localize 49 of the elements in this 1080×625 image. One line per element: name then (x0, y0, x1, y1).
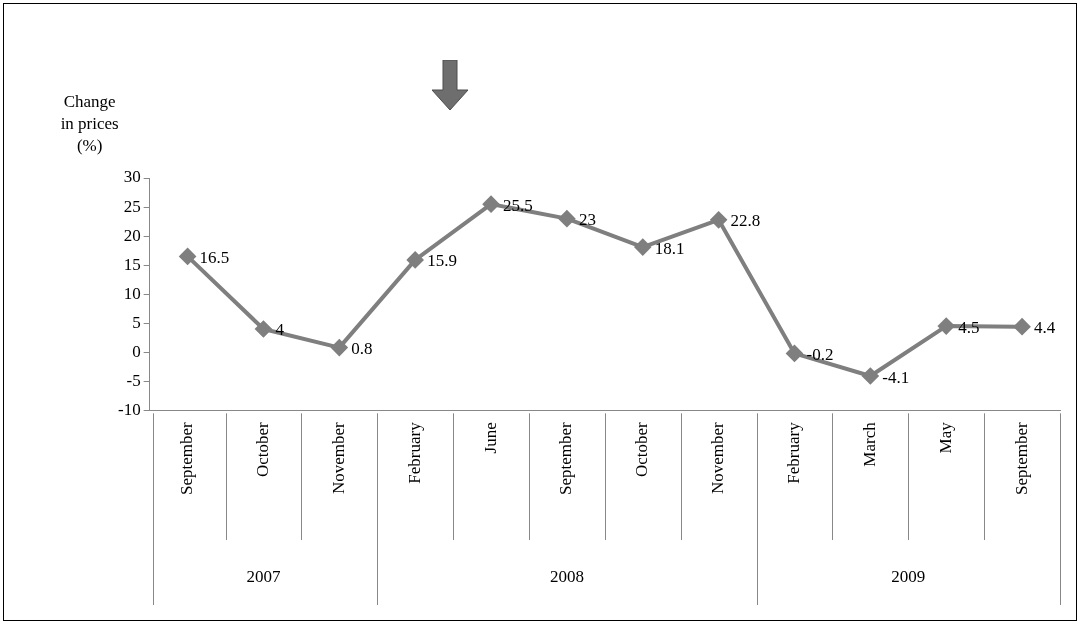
y-tick-label: 15 (123, 254, 141, 274)
data-label: 23 (578, 210, 596, 230)
y-tick-label: 10 (123, 283, 141, 303)
data-label: -4.1 (882, 367, 910, 387)
y-tick-label: 0 (132, 341, 141, 361)
data-label: 4.4 (1034, 318, 1056, 338)
y-tick-label: 25 (123, 196, 141, 216)
x-tick-label: June (480, 422, 500, 454)
point (483, 196, 500, 213)
text: 2008 (549, 567, 584, 587)
x-tick-label: October (632, 421, 652, 478)
point (710, 211, 727, 228)
x-tick-label: February (783, 421, 803, 484)
point (1014, 318, 1031, 335)
point (558, 210, 575, 227)
data-label: 25.5 (503, 195, 533, 215)
point (938, 318, 955, 335)
data-label: 4 (275, 320, 285, 340)
text: 2007 (246, 567, 281, 587)
y-tick-label: 30 (123, 167, 141, 187)
x-tick-label: March (859, 421, 879, 467)
x-tick-label: September (177, 421, 197, 495)
point (407, 251, 424, 268)
x-tick-label: November (708, 421, 728, 495)
data-label: 16.5 (199, 247, 230, 267)
x-tick-label: October (252, 421, 272, 478)
y-tick-label: -10 (117, 399, 141, 419)
data-label: 15.9 (427, 251, 457, 271)
data-label: -0.2 (806, 344, 834, 364)
x-tick-label: September (556, 421, 576, 495)
point (331, 339, 348, 356)
x-tick-label: February (404, 421, 424, 484)
y-tick-label: 20 (123, 225, 141, 245)
data-label: 4.5 (958, 317, 980, 337)
y-tick-label: -5 (126, 370, 141, 390)
y-tick-label: 5 (132, 312, 141, 332)
x-tick-label: May (935, 421, 955, 454)
point (179, 248, 196, 265)
point (255, 321, 272, 337)
x-tick-label: September (1011, 421, 1031, 495)
data-label: 18.1 (654, 238, 685, 258)
data-label: 22.8 (730, 211, 761, 231)
x-tick-label: November (328, 421, 348, 495)
point (786, 345, 803, 362)
point (634, 239, 651, 256)
y-axis-title: Change in prices (%) (60, 91, 119, 155)
data-label: 0.8 (351, 339, 373, 359)
text: 2009 (891, 567, 926, 587)
point (862, 368, 879, 385)
